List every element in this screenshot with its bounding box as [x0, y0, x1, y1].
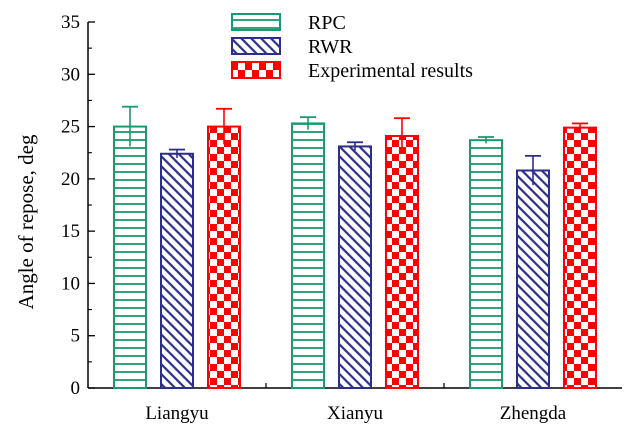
y-tick-label: 5 [71, 326, 81, 347]
y-tick-label: 35 [61, 12, 80, 33]
x-tick-label: Xianyu [327, 403, 383, 424]
bar [207, 125, 241, 389]
legend-label: RPC [308, 12, 346, 34]
y-tick-label: 25 [61, 117, 80, 138]
x-tick-label: Zhengda [500, 403, 567, 424]
bar [385, 134, 419, 389]
x-tick-label: Liangyu [145, 403, 209, 424]
y-tick-label: 30 [61, 64, 80, 85]
bar [291, 122, 325, 389]
error-bars [122, 105, 588, 186]
bars [113, 122, 597, 389]
bar [160, 152, 194, 389]
y-tick-label: 0 [71, 378, 81, 399]
legend-swatch [231, 61, 281, 79]
legend-swatch [231, 37, 281, 55]
legend-swatch [231, 13, 281, 31]
bar [563, 126, 597, 389]
y-axis-title: Angle of repose, deg [14, 134, 38, 309]
bar [113, 125, 147, 389]
bar [469, 139, 503, 389]
bar [338, 145, 372, 389]
legend-label: Experimental results [308, 60, 473, 82]
y-tick-label: 10 [61, 273, 80, 294]
legend-label: RWR [308, 36, 353, 58]
y-tick-label: 20 [61, 169, 80, 190]
bar [516, 169, 550, 389]
y-tick-label: 15 [61, 221, 80, 242]
